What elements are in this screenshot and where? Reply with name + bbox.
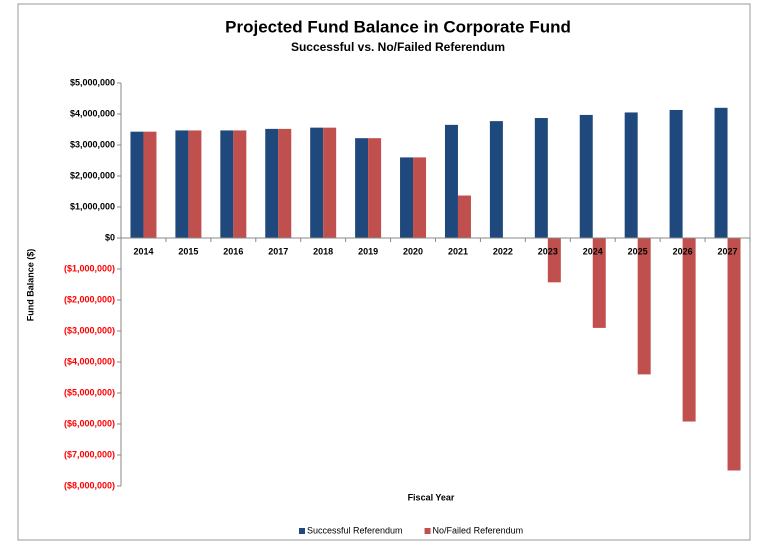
x-tick-label: 2014 [133, 246, 153, 256]
y-tick-label: $1,000,000 [70, 201, 115, 211]
bar [323, 127, 337, 238]
x-tick-label: 2022 [493, 246, 513, 256]
x-tick-label: 2015 [178, 246, 198, 256]
y-tick-label: ($8,000,000) [64, 480, 115, 490]
x-tick-label: 2017 [268, 246, 288, 256]
x-tick-label: 2019 [358, 246, 378, 256]
bar [624, 112, 638, 238]
x-tick-label: 2023 [538, 246, 558, 256]
x-tick-label: 2027 [718, 246, 738, 256]
y-tick-label: ($7,000,000) [64, 449, 115, 459]
x-tick-label: 2016 [223, 246, 243, 256]
bar [143, 131, 157, 238]
bar [579, 114, 593, 238]
bar [400, 157, 414, 238]
bar [457, 195, 471, 238]
y-tick-label: $3,000,000 [70, 139, 115, 149]
legend-label: Successful Referendum [307, 525, 403, 535]
y-tick-label: $5,000,000 [70, 77, 115, 87]
x-tick-label: 2018 [313, 246, 333, 256]
bar [220, 130, 234, 238]
legend-label: No/Failed Referendum [433, 525, 524, 535]
x-tick-label: 2026 [673, 246, 693, 256]
y-tick-label: ($1,000,000) [64, 263, 115, 273]
y-tick-label: $4,000,000 [70, 108, 115, 118]
bar [188, 130, 202, 238]
y-tick-label: $0 [105, 232, 115, 242]
bar [175, 130, 189, 238]
bar [355, 138, 369, 238]
bar [265, 128, 279, 238]
legend-swatch [299, 528, 305, 534]
bar [233, 130, 247, 238]
bar [669, 109, 683, 238]
bar [489, 121, 503, 238]
bar [310, 127, 324, 238]
bar [714, 107, 728, 238]
bar [130, 131, 144, 238]
y-tick-label: $2,000,000 [70, 170, 115, 180]
bar [547, 238, 561, 283]
bar [278, 128, 292, 238]
y-tick-label: ($5,000,000) [64, 387, 115, 397]
bar [727, 238, 741, 471]
x-axis-title: Fiscal Year [408, 492, 455, 502]
bar [592, 238, 606, 328]
bar [368, 138, 382, 238]
legend-swatch [424, 528, 431, 534]
chart-border [17, 3, 751, 541]
bar [534, 118, 548, 238]
bar [444, 124, 458, 238]
y-axis-title: Fund Balance ($) [25, 249, 35, 322]
y-tick-label: ($3,000,000) [64, 325, 115, 335]
chart-subtitle: Successful vs. No/Failed Referendum [291, 40, 505, 54]
y-tick-label: ($4,000,000) [64, 356, 115, 366]
x-tick-label: 2021 [448, 246, 468, 256]
bar [637, 238, 651, 375]
y-tick-label: ($6,000,000) [64, 418, 115, 428]
chart-title: Projected Fund Balance in Corporate Fund [225, 17, 571, 36]
y-tick-label: ($2,000,000) [64, 294, 115, 304]
x-tick-label: 2020 [403, 246, 423, 256]
x-tick-label: 2024 [583, 246, 603, 256]
x-tick-label: 2025 [628, 246, 648, 256]
bar [682, 238, 696, 422]
bar [413, 157, 427, 238]
